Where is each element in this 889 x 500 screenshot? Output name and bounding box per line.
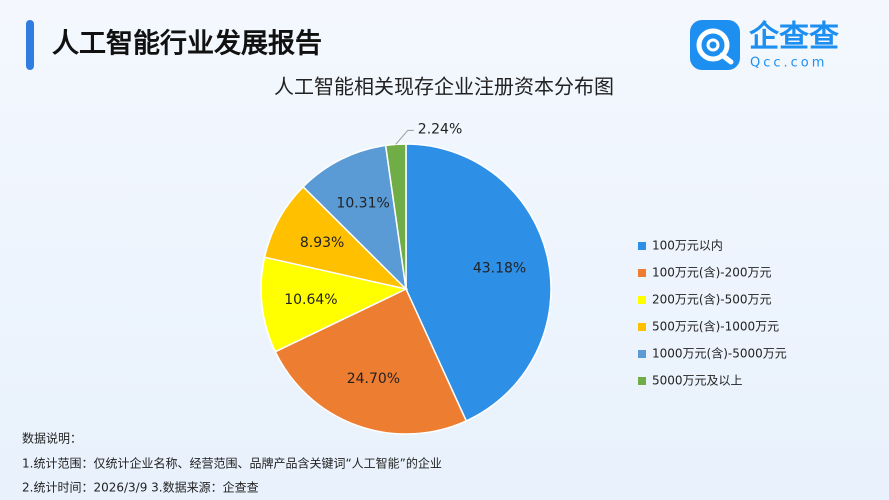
note: 1.统计范围：仅统计企业名称、经营范围、品牌产品含关键词“人工智能”的企业	[22, 456, 442, 471]
pie-slice	[263, 185, 409, 291]
legend-entry: 200万元(含)-500万元	[652, 292, 772, 307]
header-bar	[26, 20, 34, 70]
legend-swatch	[638, 377, 646, 385]
data-label: 43.18%	[473, 261, 526, 277]
legend-entry: 100万元(含)-200万元	[652, 265, 772, 280]
note: 数据说明：	[22, 431, 82, 446]
data-label: 8.93%	[300, 235, 344, 251]
note: 2.统计时间：2026/3/9 3.数据来源：企查查	[22, 480, 259, 495]
chart-title: 人工智能相关现存企业注册资本分布图	[274, 75, 614, 99]
logo-ring	[706, 38, 720, 52]
pie-slice	[302, 144, 408, 292]
legend-swatch	[638, 296, 646, 304]
legend-swatch	[638, 323, 646, 331]
logo-tail	[719, 52, 734, 65]
logo-url: Qcc.com	[750, 56, 827, 71]
data-label: 10.31%	[336, 195, 389, 211]
data-label: 24.70%	[347, 371, 400, 387]
legend-swatch	[638, 269, 646, 277]
legend-entry: 5000万元及以上	[652, 374, 743, 388]
logo-ring	[696, 28, 730, 62]
header-title: 人工智能行业发展报告	[52, 28, 322, 60]
pie-slice	[260, 256, 409, 353]
data-label: 2.24%	[418, 121, 462, 137]
pie-slice	[274, 287, 468, 435]
legend-entry: 500万元(含)-1000万元	[652, 319, 779, 334]
data-label: 10.64%	[284, 292, 337, 308]
legend-swatch	[638, 350, 646, 358]
legend-entry: 100万元以内	[652, 239, 723, 253]
logo-text: 企查查	[749, 20, 839, 55]
leader-line	[395, 129, 414, 145]
legend-entry: 1000万元(含)-5000万元	[652, 346, 787, 361]
pie-slice	[405, 143, 552, 422]
legend-swatch	[638, 242, 646, 250]
